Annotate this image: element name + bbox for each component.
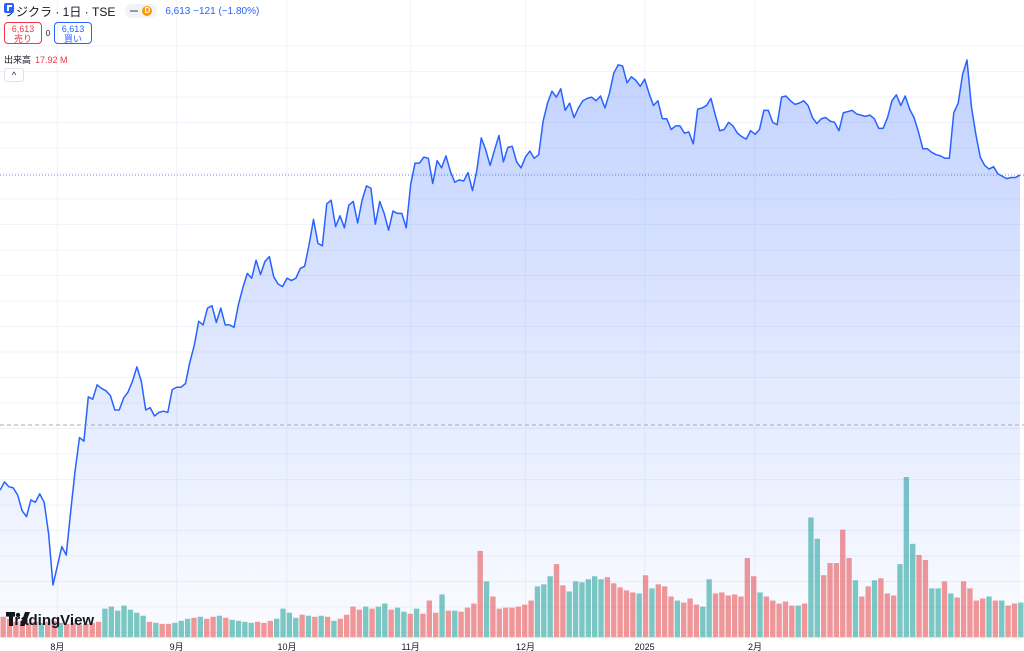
volume-value: 17.92 M [35,55,68,65]
interval-pill[interactable]: D [125,4,158,18]
volume-label: 出来高 [4,55,32,65]
legend-header: フジクラ · 1日 · TSE D 6,613 −121 (−1.80%) [4,3,259,19]
tradingview-mark-icon [6,612,30,626]
volume-bar [1018,602,1024,637]
sell-price: 6,613 [11,24,35,34]
price-line [0,59,1021,586]
x-tick-label: 11月 [401,642,419,651]
exchange-flag-icon [4,3,14,13]
buy-button[interactable]: 6,613 買い [54,22,92,44]
volume-legend: 出来高 17.92 M [4,53,68,66]
interval-badge: D [142,6,153,16]
buy-label: 買い [63,34,82,44]
x-tick-label: 8月 [50,642,64,651]
x-tick-label: 2025 [635,642,655,651]
minus-icon [130,10,139,12]
buy-price: 6,613 [61,24,85,34]
trade-panel: 6,613 売り 0 6,613 買い [4,22,92,44]
sell-button[interactable]: 6,613 売り [4,22,42,44]
tradingview-logo[interactable]: TradingView [6,612,94,629]
sell-label: 売り [13,34,32,44]
collapse-legend-button[interactable]: ^ [4,68,24,82]
x-tick-label: 10月 [278,642,297,651]
price-area [0,60,1020,637]
spread-value: 0 [45,28,51,38]
chevron-up-icon: ^ [11,70,17,80]
symbol-title[interactable]: フジクラ · 1日 · TSE [4,4,116,19]
x-tick-label: 2月 [748,642,762,651]
last-quote: 6,613 −121 (−1.80%) [165,5,260,17]
x-tick-label: 12月 [516,642,535,651]
x-tick-label: 9月 [170,642,184,651]
